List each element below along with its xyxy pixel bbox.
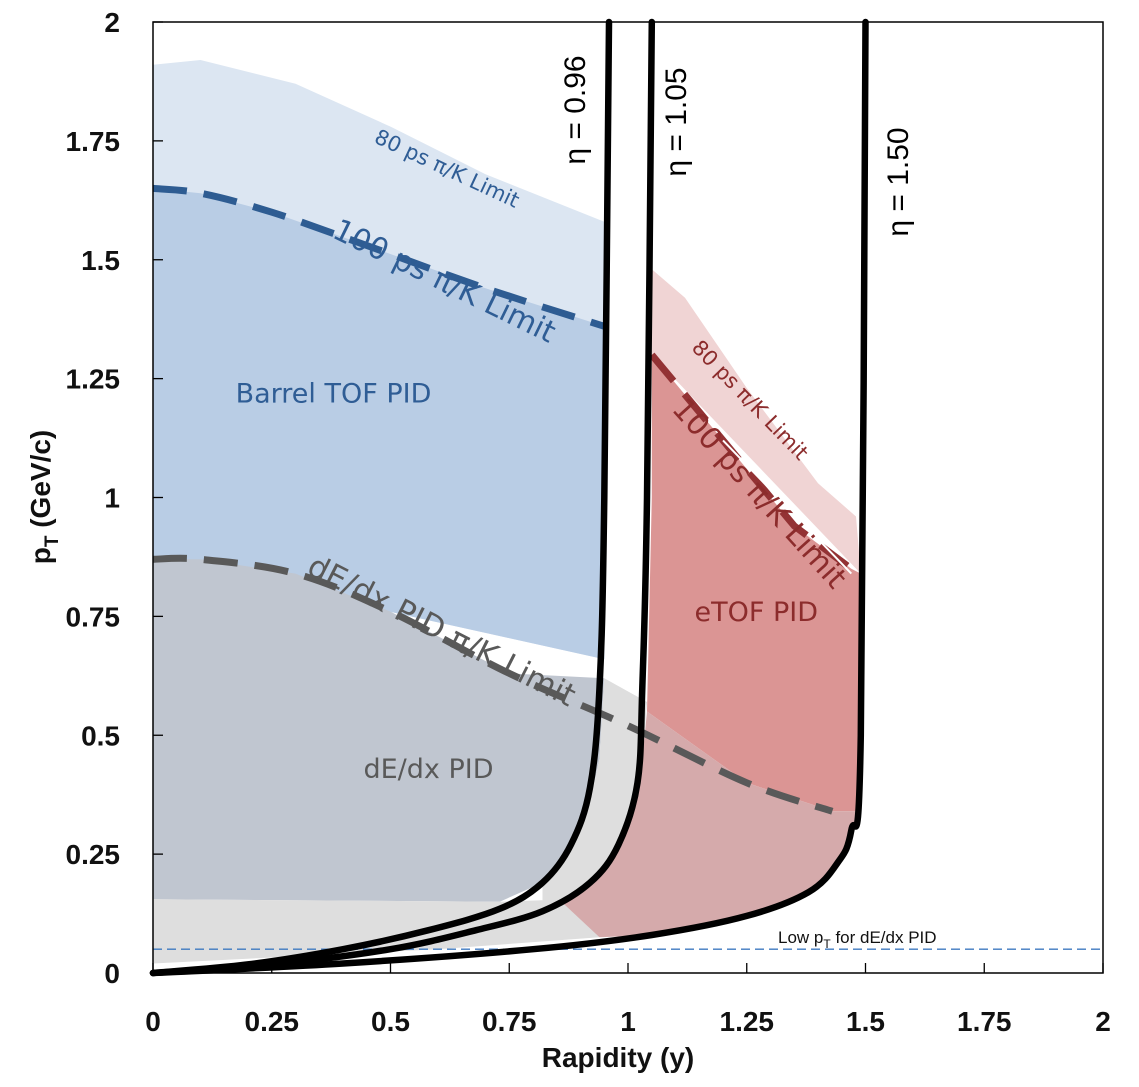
- eta-boundaries: [149, 18, 869, 977]
- low-pt-note-rest: for dE/dx PID: [831, 928, 937, 947]
- x-tick-label: 2: [1095, 1006, 1111, 1037]
- eta-105-label: η = 1.05: [660, 67, 693, 176]
- y-tick-label: 1.25: [66, 364, 121, 395]
- etof-80ps-limit-line: [722, 439, 853, 575]
- eta-096-label: η = 0.96: [559, 55, 592, 164]
- dedx-region: [153, 559, 605, 902]
- x-tick-label: 1.75: [957, 1006, 1012, 1037]
- barrel-100ps-region: [153, 188, 605, 660]
- y-axis-title: pT (GeV/c): [25, 430, 63, 565]
- x-tick-label: 0.75: [482, 1006, 537, 1037]
- y-tick-label: 1: [104, 483, 120, 514]
- etof-100ps-region: [647, 354, 861, 812]
- x-tick-label: 1.5: [846, 1006, 885, 1037]
- low-pt-note-sub: T: [823, 937, 831, 951]
- limit-curves: [152, 184, 1103, 950]
- eta-096-line: [149, 18, 613, 977]
- pid-regions: [153, 60, 861, 964]
- y-tick-label: 0.25: [66, 839, 121, 870]
- etof-low-region: [561, 711, 861, 938]
- barrel-100ps-limit-line: [152, 184, 606, 330]
- plot-frame: 0 0.25 0.5 0.75 1 1.25 1.5 1.75 2 0 0.25 0.5 0.75 1 1.…: [66, 7, 1111, 1037]
- x-tick-label: 0.5: [371, 1006, 410, 1037]
- x-tick-label: 1.25: [720, 1006, 775, 1037]
- x-tick-label: 0: [145, 1006, 161, 1037]
- dedx-region-label: dE/dx PID: [363, 754, 493, 785]
- dedx-limit-line: [152, 554, 834, 815]
- y-axis-title-sub: T: [42, 535, 63, 547]
- barrel-tof-region-label: Barrel TOF PID: [236, 378, 432, 409]
- y-tick-label: 0: [104, 958, 120, 989]
- y-axis-title-main: p: [25, 547, 56, 564]
- etof-80ps-region: [651, 269, 861, 574]
- low-pt-note-main: Low p: [778, 928, 823, 947]
- eta-150-label: η = 1.50: [882, 127, 915, 236]
- x-axis-title: Rapidity (y): [542, 1042, 694, 1073]
- y-tick-label: 0.5: [81, 720, 120, 751]
- y-tick-label: 1.75: [66, 126, 121, 157]
- etof-100ps-limit-line: [649, 352, 854, 572]
- y-tick-label: 2: [104, 7, 120, 38]
- y-tick-label: 0.75: [66, 601, 121, 632]
- y-axis-title-rest: (GeV/c): [25, 430, 56, 536]
- x-tick-label: 1: [620, 1006, 636, 1037]
- etof-region-label: eTOF PID: [694, 597, 818, 628]
- eta-150-line: [149, 18, 869, 977]
- y-tick-label: 1.5: [81, 245, 120, 276]
- low-pt-note: Low pT for dE/dx PID: [778, 928, 937, 951]
- x-tick-label: 0.25: [245, 1006, 300, 1037]
- eta-105-line: [149, 18, 656, 977]
